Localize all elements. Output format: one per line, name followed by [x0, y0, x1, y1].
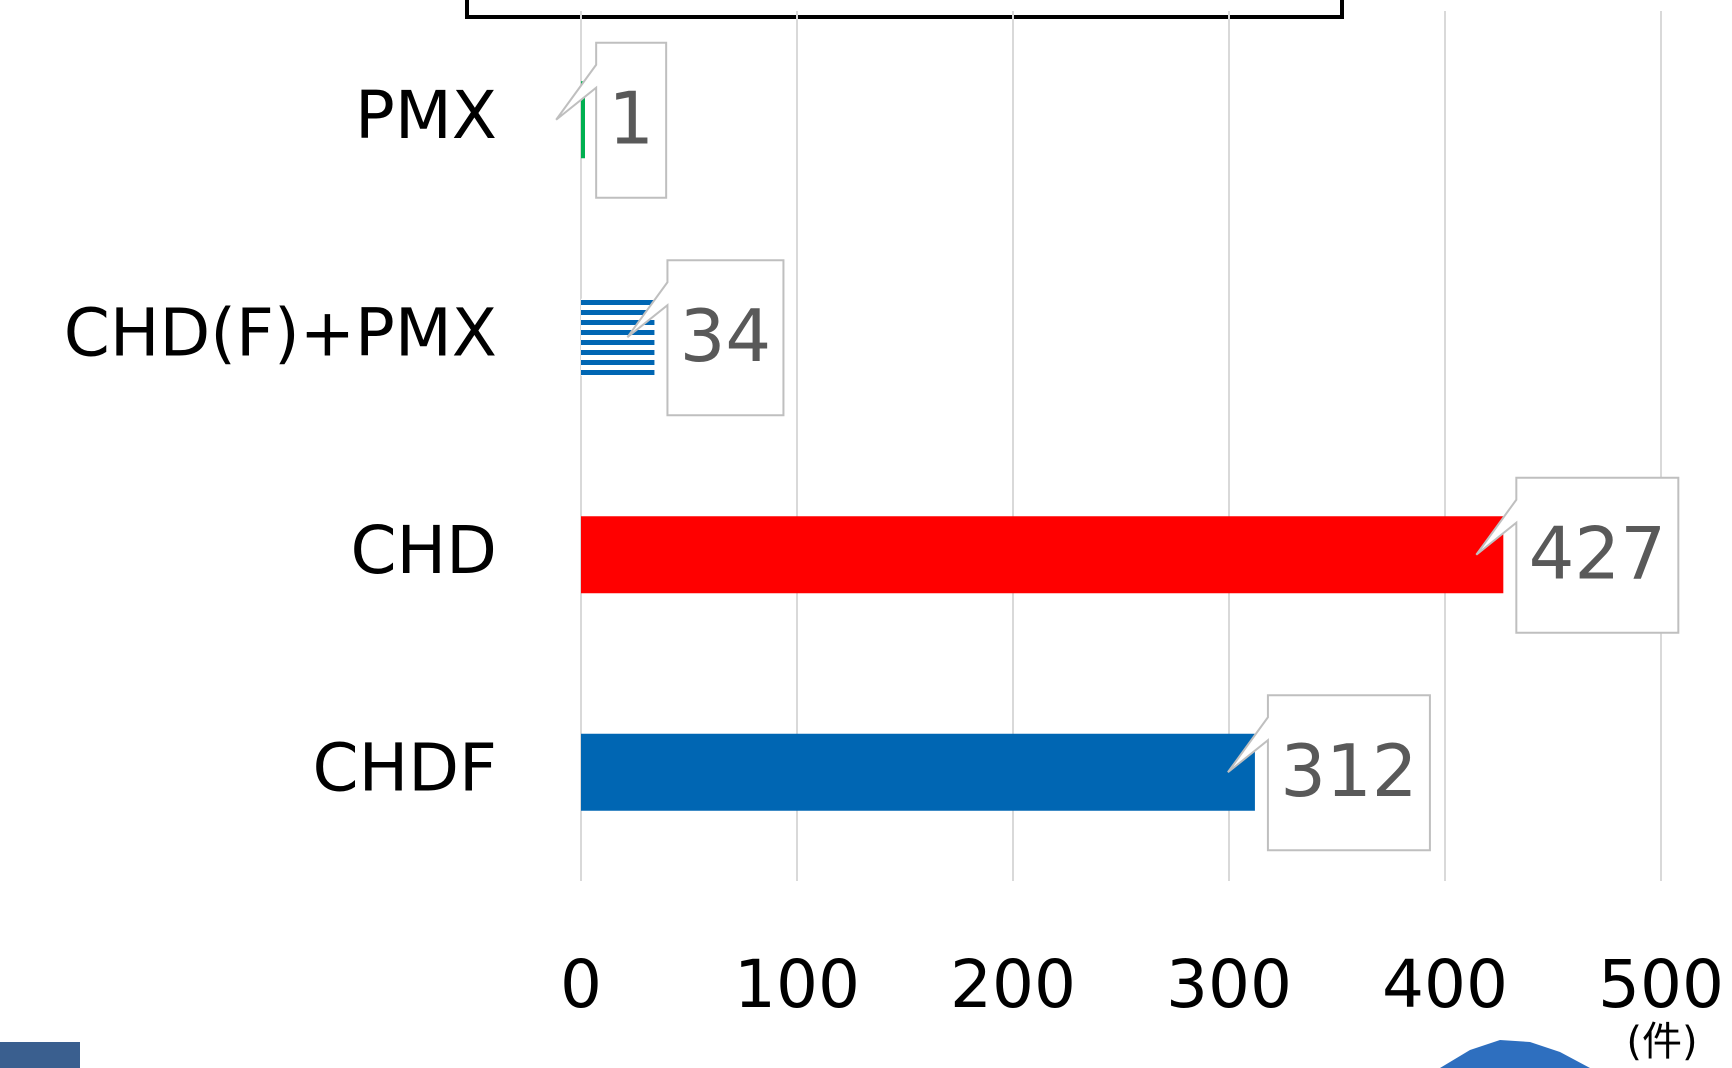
legend-box: [467, 0, 1342, 17]
x-tick-label: 200: [950, 946, 1076, 1023]
chart: 0 100 200 300 400 500 PMX 1 CHD(F)+PMX 34 CHD 427 CH…: [0, 0, 1732, 1068]
decoration: [1440, 1040, 1590, 1068]
data-label: 34: [680, 294, 772, 378]
x-tick-label: 300: [1166, 946, 1292, 1023]
x-tick-label: 400: [1382, 946, 1508, 1023]
x-tick-label: 0: [560, 946, 602, 1023]
x-tick-label: 500: [1598, 946, 1724, 1023]
bar: [581, 299, 654, 376]
y-tick-label: PMX: [355, 77, 497, 154]
data-label: 312: [1280, 729, 1417, 813]
data-label: 1: [608, 76, 654, 160]
x-tick-label: 100: [734, 946, 860, 1023]
data-label: 427: [1529, 511, 1666, 595]
bar: [581, 734, 1255, 811]
x-unit-label: (件): [1626, 1019, 1697, 1065]
bar: [581, 516, 1503, 593]
y-tick-label: CHD: [350, 512, 497, 589]
y-tick-label: CHD(F)+PMX: [64, 294, 497, 371]
y-tick-label: CHDF: [313, 729, 498, 806]
decoration: [0, 1042, 80, 1068]
